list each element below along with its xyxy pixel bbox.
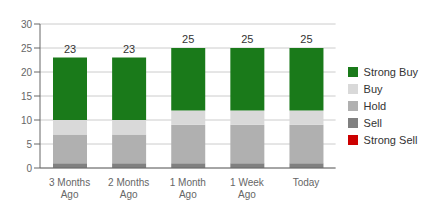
html-text:Strong Buy: Strong Buy [363, 65, 418, 78]
svg-text:30: 30 [21, 19, 33, 30]
svg-text:1 MonthAgo: 1 MonthAgo [170, 177, 206, 200]
svg-text:5: 5 [26, 139, 32, 150]
svg-text:23: 23 [64, 43, 76, 55]
svg-text:2 MonthsAgo: 2 MonthsAgo [108, 177, 149, 200]
svg-text:0: 0 [26, 163, 32, 174]
svg-text:15: 15 [21, 91, 33, 102]
html-text:Sell: Sell [363, 116, 382, 129]
svg-text:25: 25 [21, 43, 33, 54]
svg-text:25: 25 [300, 33, 312, 45]
svg-text:10: 10 [21, 115, 33, 126]
svg-text:1 WeekAgo: 1 WeekAgo [230, 177, 265, 200]
html-text:Buy: Buy [363, 82, 383, 95]
svg-text:23: 23 [123, 43, 135, 55]
svg-text:20: 20 [21, 67, 33, 78]
html-text:Hold: Hold [363, 99, 387, 112]
svg-text:Today: Today [293, 177, 320, 188]
svg-text:3 MonthsAgo: 3 MonthsAgo [49, 177, 90, 200]
html-text:Strong Sell: Strong Sell [363, 133, 418, 146]
svg-text:25: 25 [182, 33, 194, 45]
svg-text:25: 25 [241, 33, 253, 45]
